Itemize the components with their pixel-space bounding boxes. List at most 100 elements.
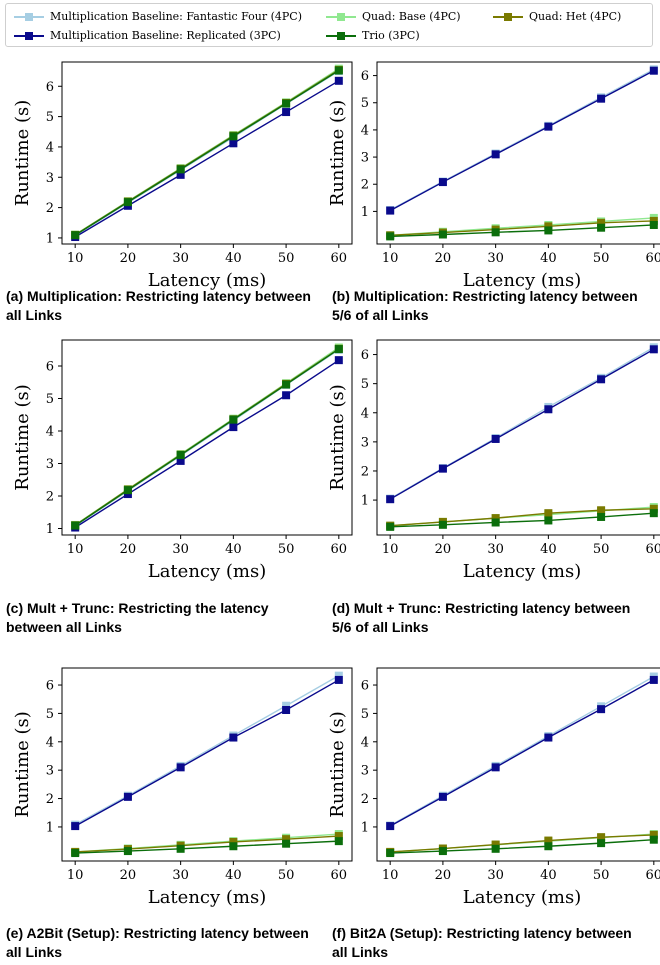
y-tick-label: 6 — [46, 360, 54, 375]
series-line — [390, 508, 654, 527]
legend-swatch-replicated — [14, 31, 44, 41]
x-tick-label: 10 — [382, 251, 399, 266]
x-tick-label: 50 — [593, 251, 610, 266]
x-axis-label: Latency (ms) — [148, 887, 267, 908]
y-tick-label: 2 — [46, 490, 54, 505]
x-axis-label: Latency (ms) — [148, 561, 267, 582]
y-tick-label: 3 — [46, 171, 54, 186]
y-tick-label: 1 — [361, 494, 369, 509]
data-point — [282, 99, 291, 108]
data-point — [123, 486, 132, 495]
chart-b: 10 20 30 40 50 60 1 2 3 4 5 6 Latency (ms) Runtime (s… — [327, 61, 660, 291]
x-tick-label: 20 — [435, 868, 452, 883]
data-point — [229, 423, 238, 432]
chart-panel-b: 10 20 30 40 50 60 1 2 3 4 5 6 Latency (ms) Runtime (s… — [327, 50, 660, 291]
x-tick-label: 40 — [225, 542, 242, 557]
data-point — [649, 216, 658, 225]
data-point — [597, 833, 606, 842]
x-tick-label: 10 — [67, 251, 84, 266]
y-tick-label: 1 — [361, 205, 369, 220]
data-point — [229, 415, 238, 424]
y-tick-label: 6 — [46, 679, 54, 694]
x-tick-label: 10 — [67, 542, 84, 557]
data-point — [491, 844, 500, 853]
y-axis-label: Runtime (s) — [12, 100, 33, 206]
x-axis-label: Latency (ms) — [148, 270, 267, 291]
y-tick-label: 4 — [46, 140, 54, 155]
caption-c: (c) Mult + Trunc: Restricting the latenc… — [6, 600, 269, 635]
caption-f: (f) Bit2A (Setup): Restricting latency b… — [332, 925, 632, 960]
data-point — [334, 66, 343, 75]
legend-item-trio: Trio (3PC) — [326, 29, 420, 42]
series-line — [389, 348, 655, 500]
x-tick-label: 10 — [382, 868, 399, 883]
data-point — [71, 521, 80, 530]
x-tick-label: 20 — [120, 542, 137, 557]
data-point — [597, 223, 606, 232]
series-line — [389, 679, 655, 827]
legend-item-replicated: Multiplication Baseline: Replicated (3PC… — [14, 29, 281, 42]
x-tick-label: 30 — [172, 542, 189, 557]
legend-swatch-quad-het — [493, 12, 523, 22]
data-point — [438, 847, 447, 856]
x-tick-label: 40 — [540, 542, 557, 557]
legend-swatch-trio — [326, 31, 356, 41]
y-tick-label: 2 — [361, 792, 369, 807]
data-point — [282, 839, 291, 848]
data-point — [544, 842, 553, 851]
x-tick-label: 30 — [172, 868, 189, 883]
y-tick-label: 4 — [361, 735, 369, 750]
y-tick-label: 4 — [46, 425, 54, 440]
data-point — [229, 837, 238, 846]
series-line — [75, 835, 339, 853]
data-point — [229, 733, 238, 742]
data-point — [282, 701, 291, 710]
caption-e: (e) A2Bit (Setup): Restricting latency b… — [6, 925, 309, 960]
y-tick-label: 2 — [361, 178, 369, 193]
data-point — [386, 206, 395, 215]
caption-b: (b) Multiplication: Restricting latency … — [332, 288, 638, 323]
legend-label: Quad: Het (4PC) — [529, 10, 622, 23]
y-axis-label: Runtime (s) — [12, 384, 33, 490]
x-tick-label: 20 — [435, 542, 452, 557]
x-tick-label: 60 — [331, 542, 348, 557]
y-tick-label: 4 — [361, 123, 369, 138]
data-point — [176, 451, 185, 460]
chart-legend: Multiplication Baseline: Fantastic Four … — [5, 3, 653, 47]
series-line — [74, 675, 340, 826]
data-point — [123, 847, 132, 856]
y-tick-label: 2 — [46, 792, 54, 807]
data-point — [282, 835, 291, 844]
data-point — [597, 375, 606, 384]
x-axis-label: Latency (ms) — [463, 561, 582, 582]
data-point — [176, 763, 185, 772]
legend-swatch-quad-base — [326, 12, 356, 22]
caption-d: (d) Mult + Trunc: Restricting latency be… — [332, 600, 631, 635]
chart-panel-c: 10 20 30 40 50 60 1 2 3 4 5 6 Latency (ms) Runtime (s… — [0, 335, 353, 590]
x-tick-label: 30 — [487, 251, 504, 266]
series-line — [74, 679, 340, 827]
y-tick-label: 6 — [46, 80, 54, 95]
x-tick-label: 60 — [331, 868, 348, 883]
data-point — [597, 512, 606, 521]
legend-item-quad-het: Quad: Het (4PC) — [493, 10, 621, 23]
plot-frame — [61, 667, 353, 862]
x-tick-label: 40 — [540, 868, 557, 883]
plot-frame — [376, 339, 660, 536]
y-axis-label: Runtime (s) — [327, 384, 348, 490]
chart-d: 10 20 30 40 50 60 1 2 3 4 5 6 Latency (ms) Runtime (s… — [327, 339, 660, 582]
data-point — [438, 792, 447, 801]
data-point — [282, 108, 291, 117]
data-point — [649, 66, 658, 75]
series-line — [390, 834, 654, 853]
data-point — [71, 231, 80, 240]
chart-panel-d: 10 20 30 40 50 60 1 2 3 4 5 6 Latency (ms) Runtime (s… — [327, 335, 660, 590]
y-tick-label: 4 — [46, 735, 54, 750]
x-tick-label: 50 — [593, 868, 610, 883]
caption-a: (a) Multiplication: Restricting latency … — [6, 288, 311, 323]
y-tick-label: 3 — [361, 151, 369, 166]
series-line — [389, 70, 655, 212]
y-tick-label: 1 — [46, 820, 54, 835]
x-tick-label: 60 — [646, 251, 660, 266]
y-tick-label: 6 — [361, 348, 369, 363]
